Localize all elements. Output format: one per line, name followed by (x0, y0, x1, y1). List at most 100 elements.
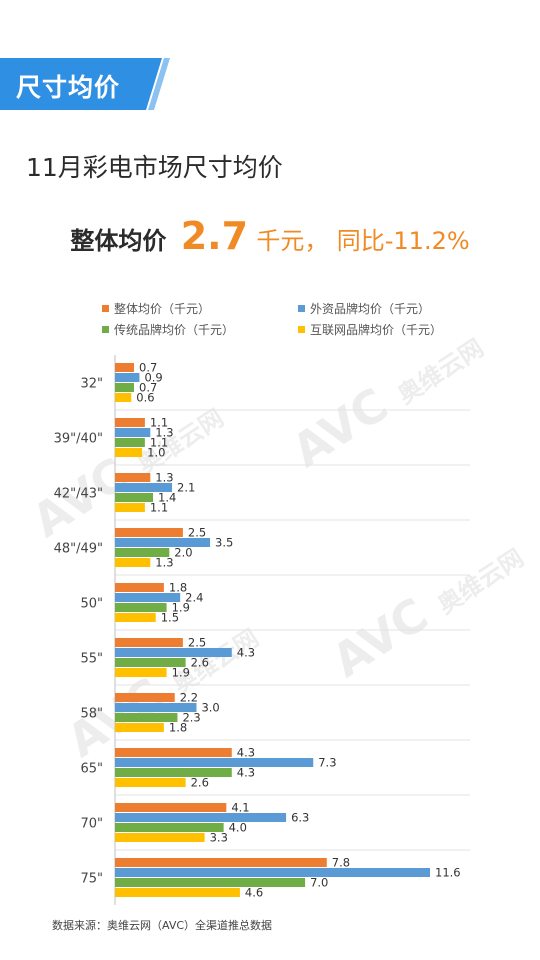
bar (115, 493, 154, 502)
bar (115, 448, 143, 457)
category-label: 50" (80, 597, 103, 612)
legend-item-traditional: 传统品牌均价（千元） (102, 321, 234, 338)
data-label: 1.3 (155, 556, 173, 570)
data-label: 1.4 (158, 491, 176, 505)
legend-label: 传统品牌均价（千元） (114, 323, 235, 337)
bar (115, 638, 183, 647)
bar (115, 583, 164, 592)
data-label: 4.3 (237, 766, 255, 780)
data-label: 3.0 (201, 701, 219, 715)
bar (115, 528, 183, 537)
category-label: 32" (80, 377, 103, 392)
data-label: 1.9 (172, 601, 190, 615)
bar (115, 428, 151, 437)
legend-item-overall: 整体均价（千元） (102, 300, 210, 317)
bar (115, 748, 232, 757)
legend-swatch (298, 305, 305, 312)
category-label: 70" (80, 817, 103, 832)
bar (115, 438, 145, 447)
category-label: 48"/49" (54, 542, 103, 557)
data-label: 4.3 (237, 646, 255, 660)
source-note: 数据来源：奥维云网（AVC）全渠道推总数据 (52, 919, 273, 932)
data-label: 1.5 (161, 611, 179, 625)
data-label: 2.6 (191, 656, 209, 670)
data-label: 1.1 (150, 416, 168, 430)
bar (115, 768, 232, 777)
data-label: 2.2 (180, 691, 198, 705)
bar (115, 803, 227, 812)
category-label: 58" (80, 707, 103, 722)
data-label: 4.1 (231, 801, 249, 815)
data-label: 0.6 (136, 391, 154, 405)
bar (115, 503, 145, 512)
data-label: 1.3 (155, 426, 173, 440)
legend-swatch (102, 326, 109, 333)
data-label: 6.3 (291, 811, 309, 825)
legend-swatch (102, 305, 109, 312)
legend-label: 外资品牌均价（千元） (310, 302, 431, 316)
data-label: 2.4 (185, 591, 203, 605)
data-label: 2.5 (188, 636, 206, 650)
bar (115, 558, 151, 567)
data-label: 2.3 (182, 711, 200, 725)
category-label: 42"/43" (54, 487, 103, 502)
bar (115, 658, 186, 667)
bar (115, 373, 140, 382)
data-label: 4.0 (229, 821, 247, 835)
data-label: 2.1 (177, 481, 195, 495)
bar (115, 648, 232, 657)
bar (115, 858, 327, 867)
data-label: 3.5 (215, 536, 233, 550)
banner-label: 尺寸均价 (16, 73, 121, 102)
data-label: 1.8 (169, 721, 187, 735)
data-label: 11.6 (435, 866, 461, 880)
bar (115, 693, 175, 702)
data-label: 0.7 (139, 381, 157, 395)
bar (115, 418, 145, 427)
bar (115, 668, 167, 677)
data-label: 4.3 (237, 746, 255, 760)
bar (115, 483, 173, 492)
legend-label: 整体均价（千元） (114, 302, 211, 316)
bar (115, 703, 197, 712)
data-label: 1.3 (155, 471, 173, 485)
bar (115, 363, 135, 372)
headline-value: 2.7 (180, 214, 249, 258)
data-label: 2.6 (191, 776, 209, 790)
data-label: 4.6 (245, 886, 263, 900)
bar (115, 813, 287, 822)
data-label: 0.9 (144, 371, 162, 385)
bar (115, 593, 181, 602)
bar (115, 613, 156, 622)
bar (115, 538, 211, 547)
bar (115, 603, 167, 612)
data-label: 1.1 (150, 501, 168, 515)
data-label: 2.5 (188, 526, 206, 540)
legend-item-internet: 互联网品牌均价（千元） (298, 321, 442, 338)
data-label: 7.3 (318, 756, 336, 770)
category-label: 65" (80, 762, 103, 777)
section-banner: 尺寸均价 (0, 58, 170, 110)
bar (115, 473, 151, 482)
bar (115, 878, 306, 887)
headline-unit: 千元， (256, 227, 329, 255)
bar (115, 888, 240, 897)
page-title: 11月彩电市场尺寸均价 (26, 153, 283, 182)
category-label: 39"/40" (54, 432, 103, 447)
bar (115, 393, 132, 402)
headline-prefix: 整体均价 (70, 227, 167, 255)
category-label: 75" (80, 872, 103, 887)
data-label: 0.7 (139, 361, 157, 375)
legend-label: 互联网品牌均价（千元） (310, 323, 443, 337)
legend-swatch (298, 326, 305, 333)
data-label: 1.8 (169, 581, 187, 595)
legend-item-foreign: 外资品牌均价（千元） (298, 300, 430, 317)
data-label: 1.0 (147, 446, 165, 460)
bar (115, 548, 170, 557)
bar (115, 833, 205, 842)
bar (115, 758, 314, 767)
data-label: 7.8 (332, 856, 350, 870)
headline: 整体均价 2.7 千元， 同比-11.2% (0, 214, 540, 258)
bar (115, 723, 164, 732)
